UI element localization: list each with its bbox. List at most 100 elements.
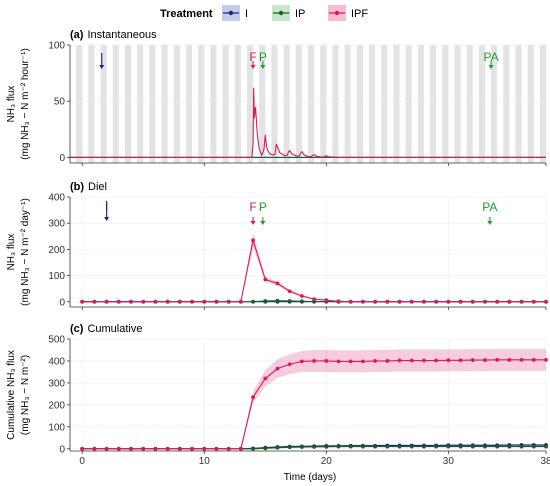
data-point xyxy=(275,445,280,450)
series-ipf xyxy=(80,232,548,304)
data-point xyxy=(397,444,402,449)
legend-point xyxy=(228,10,234,16)
event-marker-f: F xyxy=(249,50,257,69)
data-point xyxy=(409,444,414,449)
gridlines xyxy=(70,338,547,451)
event-marker-p: P xyxy=(259,200,267,225)
panel-title: (a) Instantaneous xyxy=(70,29,157,41)
data-point xyxy=(348,299,353,304)
panel-title-text: Cumulative xyxy=(87,323,142,335)
data-point xyxy=(92,299,97,304)
data-point xyxy=(373,444,378,449)
event-marker-pa: PA xyxy=(484,50,499,69)
event-markers: F P PA xyxy=(99,50,499,69)
legend-item-i: I xyxy=(222,5,248,21)
data-point xyxy=(470,444,475,449)
series-line xyxy=(70,87,546,158)
data-point xyxy=(116,446,121,451)
data-point xyxy=(519,299,524,304)
data-point xyxy=(373,359,378,363)
night-band xyxy=(295,45,302,163)
data-point xyxy=(397,358,402,363)
data-point xyxy=(141,446,146,451)
night-band xyxy=(430,45,437,163)
event-marker-arrow-head xyxy=(104,217,110,221)
y-tick-label: 200 xyxy=(48,400,65,411)
data-point xyxy=(275,281,280,286)
data-point xyxy=(361,299,365,304)
data-point xyxy=(263,299,268,303)
x-tick-label: 30 xyxy=(443,456,455,467)
data-point xyxy=(422,299,426,304)
data-point xyxy=(287,289,292,294)
data-point xyxy=(531,299,536,304)
data-point xyxy=(153,446,158,451)
data-point xyxy=(129,446,133,451)
night-band xyxy=(100,45,107,163)
night-band xyxy=(259,45,266,163)
series-ipf xyxy=(70,87,546,158)
data-point xyxy=(202,446,207,451)
data-point xyxy=(336,359,341,364)
event-marker-label: P xyxy=(259,50,267,64)
panel-title: (c) Cumulative xyxy=(70,323,142,335)
data-point xyxy=(495,444,500,449)
data-point xyxy=(226,299,231,304)
data-point xyxy=(190,299,194,304)
y-tick-label: 400 xyxy=(48,356,65,367)
data-point xyxy=(531,444,536,449)
x-axis-label: Time (days) xyxy=(284,472,336,483)
night-band xyxy=(112,45,119,163)
data-point xyxy=(251,299,255,304)
legend-title: Treatment xyxy=(160,8,213,20)
series-ribbon xyxy=(82,348,546,449)
night-band xyxy=(76,45,83,163)
data-point xyxy=(519,357,524,362)
y-tick-label: 400 xyxy=(48,193,65,204)
panel-cumulative: (c) Cumulative 0 100 200 300 400 500 0 10 20 30 38 Cu… xyxy=(6,323,550,467)
gridlines xyxy=(70,196,547,307)
panel-tag: (a) xyxy=(70,29,84,41)
night-band xyxy=(369,45,376,163)
legend-label: IP xyxy=(295,8,305,20)
data-point xyxy=(422,358,426,363)
night-band xyxy=(320,45,327,163)
legend-label: I xyxy=(245,8,248,20)
series-ipf xyxy=(80,348,548,451)
event-marker-label: F xyxy=(249,50,256,64)
data-point xyxy=(409,358,414,363)
y-axis-label-line: NH₃ flux xyxy=(6,86,17,123)
data-point xyxy=(202,299,207,304)
data-point xyxy=(348,444,353,449)
data-point xyxy=(531,357,536,362)
event-marker-arrow-head xyxy=(250,65,256,69)
event-marker-i: I xyxy=(104,200,110,221)
y-tick-label: 300 xyxy=(48,219,65,230)
data-point xyxy=(507,444,512,449)
data-point xyxy=(446,444,451,449)
data-point xyxy=(544,444,548,449)
data-point xyxy=(177,446,182,451)
event-marker-label: PA xyxy=(482,200,497,214)
data-point xyxy=(263,277,268,282)
event-marker-arrow-head xyxy=(487,221,493,225)
legend-label: IPF xyxy=(351,8,368,20)
y-tick-label: 500 xyxy=(48,335,65,346)
y-tick-label: 300 xyxy=(48,378,65,389)
night-band xyxy=(246,45,254,163)
data-point xyxy=(483,299,487,304)
night-bands xyxy=(76,45,546,163)
event-marker-arrow-head xyxy=(260,221,266,225)
data-point xyxy=(80,299,85,304)
event-marker-label: PA xyxy=(484,50,499,64)
data-point xyxy=(80,446,85,451)
data-point xyxy=(495,357,500,362)
data-point xyxy=(373,299,378,304)
legend-point xyxy=(278,10,284,16)
data-point xyxy=(544,357,548,362)
data-point xyxy=(385,444,390,449)
data-point xyxy=(299,294,304,298)
panel-instantaneous: (a) Instantaneous 0 50 100 NH₃ flux (mg NH₃ − … xyxy=(6,29,547,166)
night-band xyxy=(393,45,400,163)
